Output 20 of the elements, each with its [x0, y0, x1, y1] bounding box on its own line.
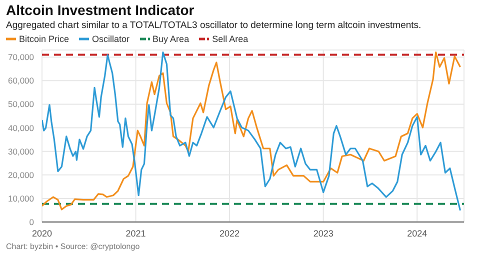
y-tick-label: 20,000 — [8, 170, 34, 180]
legend-label: Oscillator — [91, 34, 130, 44]
y-tick-label: 40,000 — [8, 122, 34, 133]
x-tick-label: 2023 — [313, 228, 334, 238]
chart-subtitle: Aggregated chart similar to a TOTAL/TOTAL3 oscillator to determine long term altcoin investments. — [6, 20, 422, 31]
x-tick-label: 2022 — [220, 228, 240, 238]
y-tick-label: 60,000 — [8, 76, 34, 86]
chart-title: Altcoin Investment Indicator — [6, 2, 196, 18]
y-tick-label: 10,000 — [8, 193, 34, 204]
y-tick-label: 30,000 — [8, 146, 34, 156]
x-tick-label: 2021 — [126, 228, 146, 238]
y-tick-label: 70,000 — [8, 52, 34, 62]
x-tick-label: 2024 — [407, 228, 428, 238]
legend-label: Buy Area — [152, 34, 190, 44]
x-tick-label: 2020 — [32, 228, 52, 238]
legend-label: Sell Area — [211, 34, 248, 44]
legend-label: Bitcoin Price — [18, 34, 70, 44]
y-tick-label: 0 — [29, 217, 34, 228]
y-tick-label: 50,000 — [8, 99, 34, 110]
text: Chart: byzbin • Source: @cryptolongo — [6, 242, 141, 251]
